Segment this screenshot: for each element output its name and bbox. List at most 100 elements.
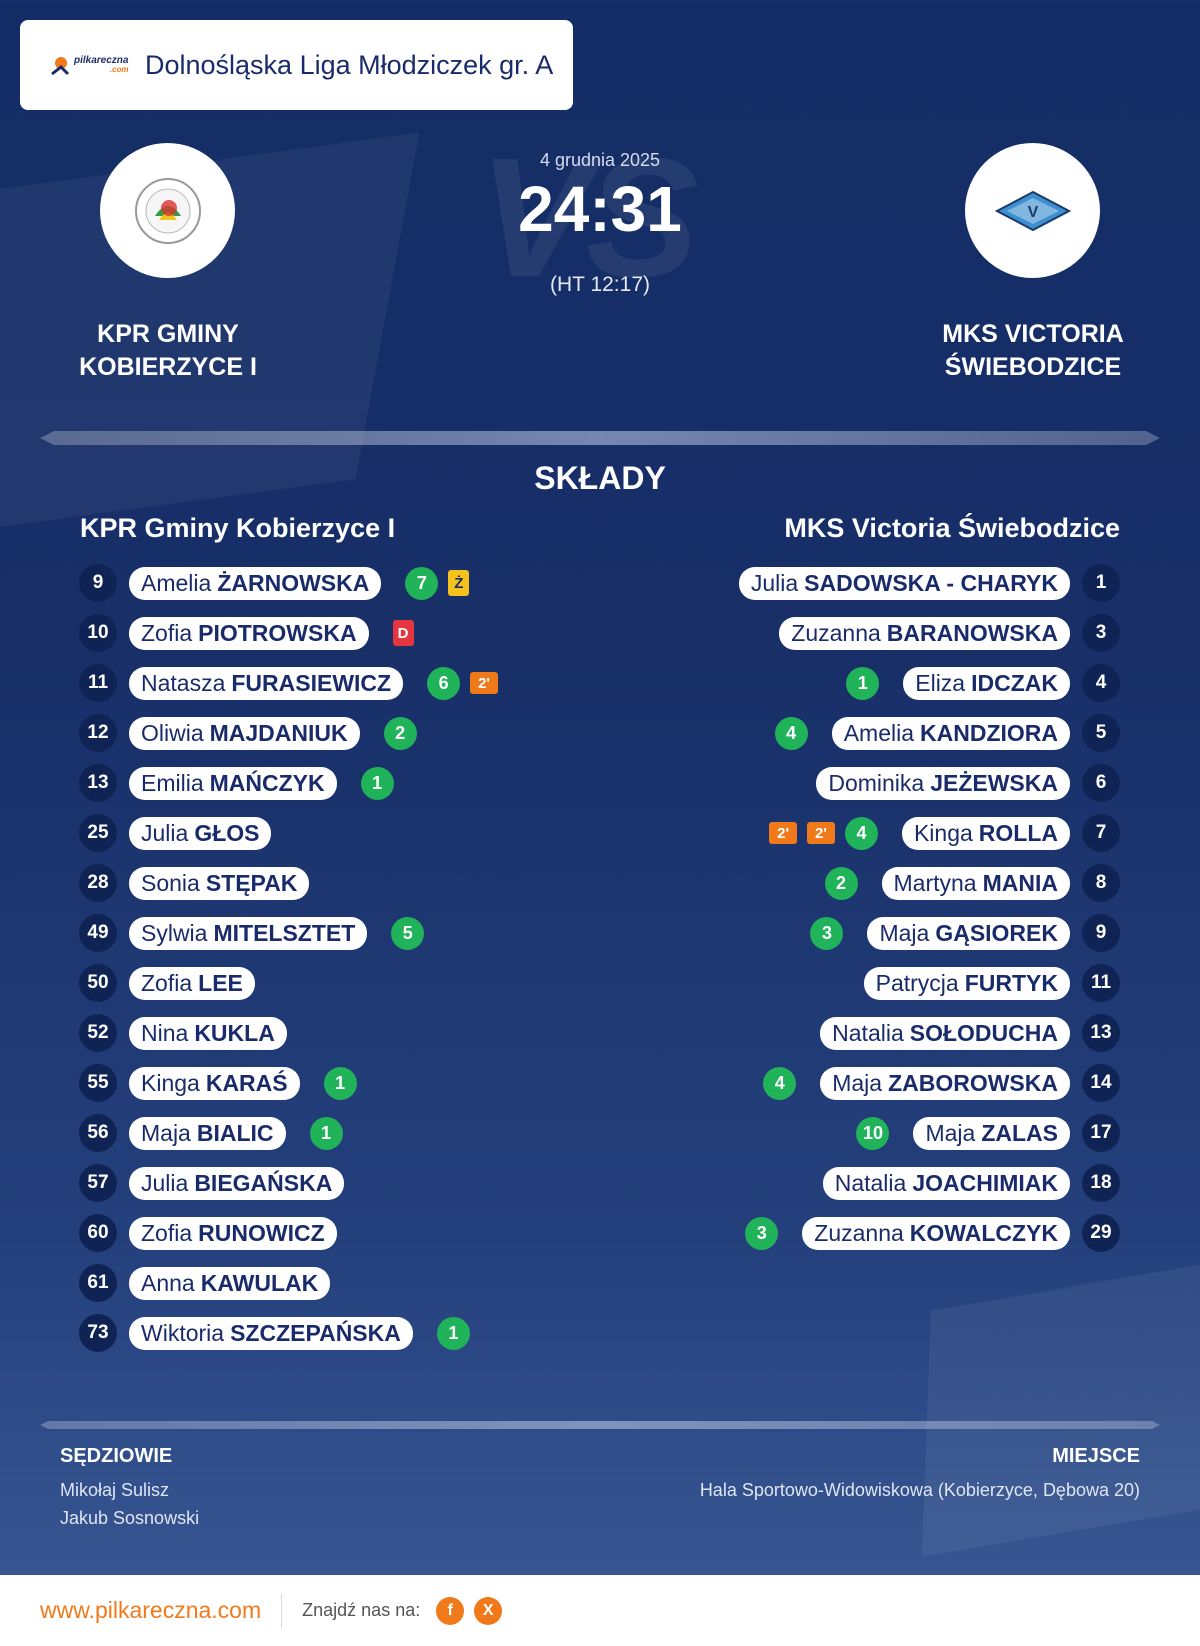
player-first-name: Wiktoria [141,1319,225,1346]
player-last-name: MANIA [982,869,1058,896]
goals-badge: 4 [844,816,878,850]
player-last-name: LEE [198,969,243,996]
home-team-logo [100,143,235,278]
player-number: 18 [1082,1164,1120,1202]
player-stats: 4 [774,716,808,750]
player-name: Kinga ROLLA [901,816,1070,850]
player-number: 28 [79,864,117,902]
player-first-name: Maja [141,1119,191,1146]
player-first-name: Zuzanna [791,619,881,646]
player-name: Zuzanna BARANOWSKA [779,616,1070,650]
goals-badge: 6 [427,666,461,700]
logo-name: pilkareczna [74,55,129,66]
referee-name: Mikołaj Sulisz [60,1480,170,1500]
player-number: 11 [1082,964,1120,1002]
facebook-icon[interactable]: f [436,1596,465,1625]
player-number: 73 [79,1314,117,1352]
player-name: Maja BIALIC [129,1116,286,1150]
league-header: pilkareczna .com Dolnośląska Liga Młodzi… [20,20,573,110]
player-row: 61 Anna KAWULAK [79,1258,679,1308]
goals-badge: 3 [810,916,844,950]
player-row: 13 Natalia SOŁODUCHA [520,1008,1120,1058]
kobierzyce-crest-icon [134,177,201,244]
venue-text: Hala Sportowo-Widowiskowa (Kobierzyce, D… [699,1480,1140,1500]
goals-badge: 7 [405,566,439,600]
player-first-name: Julia [750,569,799,596]
divider [40,1421,1160,1429]
player-row: 57 Julia BIEGAŃSKA [79,1158,679,1208]
player-row: 10 Zofia PIOTROWSKA D [79,608,679,658]
player-stats: 5 [391,916,425,950]
player-row: 49 Sylwia MITELSZTET 5 [79,908,679,958]
player-row: 6 Dominika JEŻEWSKA [520,758,1120,808]
logo-suffix: .com [109,65,129,74]
player-row: 11 Natasza FURASIEWICZ 6 2' [79,658,679,708]
player-name: Julia SADOWSKA - CHARYK [738,566,1070,600]
player-last-name: ZABOROWSKA [888,1069,1058,1096]
player-name: Zuzanna KOWALCZYK [802,1216,1070,1250]
site-logo[interactable]: pilkareczna .com [50,54,135,76]
player-last-name: STĘPAK [205,869,298,896]
player-last-name: ZALAS [981,1119,1058,1146]
player-name: Kinga KARAŚ [129,1066,300,1100]
player-last-name: KAWULAK [200,1269,319,1296]
player-number: 9 [79,564,117,602]
match-date: 4 grudnia 2025 [539,150,661,170]
player-row: 5 Amelia KANDZIORA 4 [520,708,1120,758]
find-us-label: Znajdź nas na: [302,1600,421,1620]
player-first-name: Patrycja [875,969,959,996]
away-team-name: MKS VICTORIA ŚWIEBODZICE [942,320,1124,381]
player-row: 17 Maja ZALAS 10 [520,1108,1120,1158]
goals-badge: 4 [774,716,808,750]
player-last-name: MAJDANIUK [209,719,348,746]
suspension-badge: 2' [807,822,835,844]
player-name: Sylwia MITELSZTET [129,916,368,950]
player-number: 13 [1082,1014,1120,1052]
player-row: 3 Zuzanna BARANOWSKA [520,608,1120,658]
site-link[interactable]: www.pilkareczna.com [40,1597,262,1623]
yellow-card-icon: Ż [448,570,470,596]
player-first-name: Julia [141,819,189,846]
player-name: Patrycja FURTYK [863,966,1070,1000]
player-first-name: Natasza [141,669,226,696]
away-lineup-title: MKS Victoria Świebodzice [784,513,1120,543]
player-number: 12 [79,714,117,752]
player-name: Natasza FURASIEWICZ [129,666,404,700]
player-name: Dominika JEŻEWSKA [816,766,1070,800]
player-number: 3 [1082,614,1120,652]
player-row: 55 Kinga KARAŚ 1 [79,1058,679,1108]
player-first-name: Amelia [843,719,914,746]
player-last-name: SADOWSKA - CHARYK [804,569,1058,596]
x-icon[interactable]: X [474,1596,503,1625]
goals-badge: 4 [763,1066,797,1100]
player-stats: D [392,620,414,646]
home-team-name: KPR GMINY KOBIERZYCE I [79,320,257,381]
player-first-name: Maja [925,1119,976,1146]
player-number: 25 [79,814,117,852]
player-first-name: Maja [832,1069,883,1096]
player-first-name: Julia [141,1169,189,1196]
player-last-name: FURASIEWICZ [231,669,392,696]
home-lineup-title: KPR Gminy Kobierzyce I [80,513,396,543]
footer: www.pilkareczna.com Znajdź nas na: f X [0,1575,1200,1646]
player-first-name: Sonia [141,869,200,896]
player-stats: 4 2' 2' [769,816,878,850]
player-first-name: Amelia [141,569,212,596]
player-number: 1 [1082,564,1120,602]
goals-badge: 10 [856,1116,890,1150]
suspension-badge: 2' [769,822,798,844]
goals-badge: 3 [745,1216,779,1250]
player-number: 55 [79,1064,117,1102]
background-shape [921,1253,1200,1557]
player-stats: 1 [360,766,394,800]
goals-badge: 2 [383,716,417,750]
player-name: Amelia KANDZIORA [831,716,1070,750]
player-last-name: MITELSZTET [213,919,356,946]
player-last-name: BARANOWSKA [886,619,1058,646]
referees-section: SĘDZIOWIE Mikołaj Sulisz Jakub Sosnowski [60,1445,199,1532]
red-card-icon: D [392,620,414,646]
player-number: 57 [79,1164,117,1202]
player-row: 52 Nina KUKLA [79,1008,679,1058]
player-name: Natalia JOACHIMIAK [822,1166,1070,1200]
player-last-name: GŁOS [194,819,260,846]
